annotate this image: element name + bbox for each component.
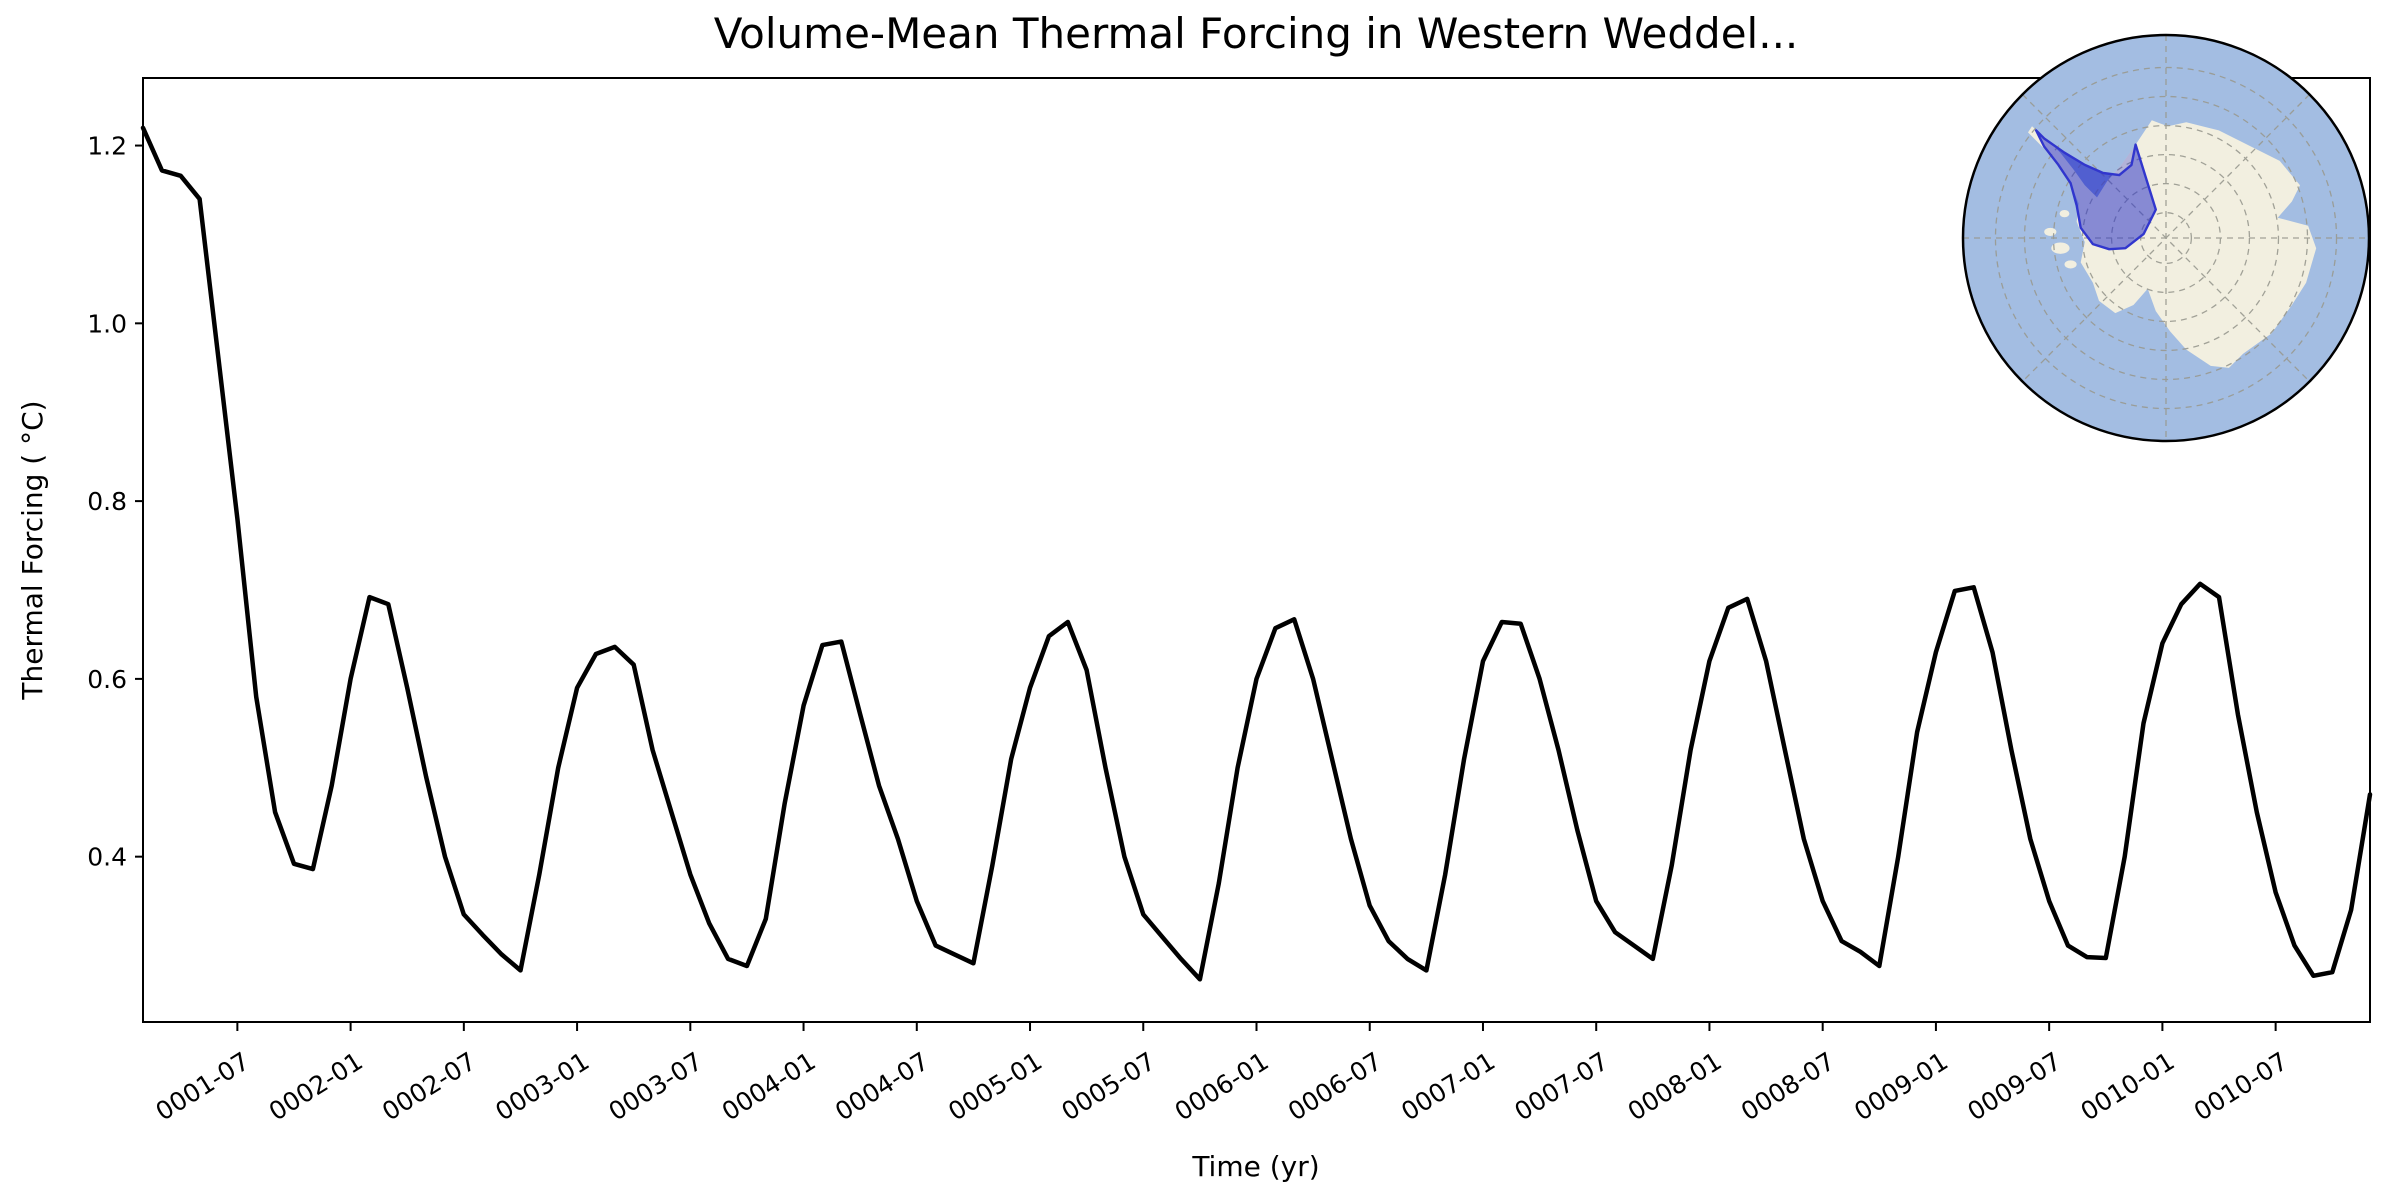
graticule-circle bbox=[1994, 66, 2338, 410]
inset-map-antarctica bbox=[1961, 33, 2371, 443]
x-tick-label: 0002-07 bbox=[377, 1046, 481, 1126]
x-tick-label: 0005-01 bbox=[943, 1046, 1047, 1126]
graticule bbox=[1963, 35, 2369, 441]
y-tick-label: 1.0 bbox=[87, 309, 127, 338]
x-axis: 0001-07 0002-01 0002-07 0003-01 0003-07 0004-… bbox=[151, 1022, 2293, 1126]
x-tick-label: 0010-01 bbox=[2076, 1046, 2180, 1126]
x-tick-label: 0008-01 bbox=[1623, 1046, 1727, 1126]
y-tick-label: 1.2 bbox=[87, 132, 127, 161]
x-tick-label: 0004-01 bbox=[717, 1046, 821, 1126]
x-tick-label: 0007-01 bbox=[1396, 1046, 1500, 1126]
island bbox=[2044, 227, 2057, 236]
x-tick-label: 0010-07 bbox=[2189, 1046, 2293, 1126]
inset-clipped-content bbox=[1963, 35, 2369, 441]
island bbox=[2059, 209, 2070, 218]
graticule-meridian bbox=[2021, 93, 2311, 383]
x-tick-label: 0003-07 bbox=[604, 1046, 708, 1126]
x-tick-label: 0005-07 bbox=[1056, 1046, 1160, 1126]
inset-outline bbox=[1961, 33, 2371, 443]
y-tick-label: 0.8 bbox=[87, 487, 127, 516]
x-tick-label: 0007-07 bbox=[1509, 1046, 1613, 1126]
x-tick-label: 0008-07 bbox=[1736, 1046, 1840, 1126]
thermal-forcing-line bbox=[140, 125, 2373, 982]
y-axis: 0.4 0.6 0.8 1.0 1.2 bbox=[87, 132, 143, 872]
y-tick-label: 0.4 bbox=[87, 843, 127, 872]
x-tick-label: 0003-01 bbox=[490, 1046, 594, 1126]
island bbox=[2064, 260, 2077, 269]
x-tick-label: 0006-01 bbox=[1170, 1046, 1274, 1126]
y-tick-label: 0.6 bbox=[87, 665, 127, 694]
x-tick-label: 0009-07 bbox=[1962, 1046, 2066, 1126]
x-axis-label: Time (yr) bbox=[1191, 1150, 1319, 1183]
x-tick-label: 0006-07 bbox=[1283, 1046, 1387, 1126]
y-axis-label: Thermal Forcing ( °C) bbox=[16, 400, 49, 700]
x-tick-label: 0004-07 bbox=[830, 1046, 934, 1126]
island bbox=[2051, 242, 2070, 254]
chart-title: Volume-Mean Thermal Forcing in Western W… bbox=[714, 9, 1799, 58]
western-weddell-region bbox=[2034, 129, 2157, 251]
x-tick-label: 0002-01 bbox=[264, 1046, 368, 1126]
x-tick-label: 0001-07 bbox=[151, 1046, 255, 1126]
x-tick-label: 0009-01 bbox=[1849, 1046, 1953, 1126]
